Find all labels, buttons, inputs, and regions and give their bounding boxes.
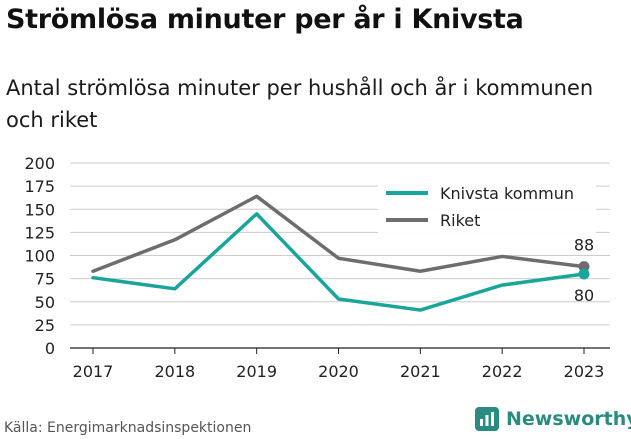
newsworthy-logo[interactable]: Newsworthy bbox=[474, 406, 631, 432]
data-label: 88 bbox=[574, 236, 594, 255]
y-tick-label: 50 bbox=[35, 293, 55, 312]
series-line-knivsta-kommun bbox=[91, 212, 586, 312]
brand-name: Newsworthy bbox=[506, 408, 631, 430]
series-line-riket bbox=[91, 194, 586, 273]
x-tick-label: 2023 bbox=[564, 362, 605, 381]
line-chart: 0 25 50 75 100 125 150 175 200 2017 2018 2019 2020 20… bbox=[24, 154, 610, 381]
x-tick-label: 2018 bbox=[154, 362, 195, 381]
y-tick-label: 175 bbox=[24, 177, 55, 196]
x-tick-label: 2022 bbox=[482, 362, 523, 381]
y-tick-label: 0 bbox=[45, 339, 55, 358]
legend-label: Riket bbox=[440, 211, 480, 230]
source-note: Källa: Energimarknadsinspektionen bbox=[4, 420, 252, 436]
y-tick-label: 150 bbox=[24, 200, 55, 219]
x-tick-label: 2021 bbox=[400, 362, 441, 381]
y-tick-label: 75 bbox=[35, 270, 55, 289]
series-end-point bbox=[578, 268, 590, 280]
x-tick-label: 2017 bbox=[73, 362, 114, 381]
x-tick-label: 2019 bbox=[236, 362, 277, 381]
y-tick-label: 25 bbox=[35, 316, 55, 335]
legend: Knivsta kommun Riket bbox=[378, 178, 596, 234]
y-tick-label: 100 bbox=[24, 247, 55, 266]
chart-title: Strömlösa minuter per år i Knivsta bbox=[6, 4, 524, 35]
bar-chart-logo-icon bbox=[475, 407, 499, 431]
chart-subtitle: Antal strömlösa minuter per hushåll och … bbox=[6, 76, 594, 132]
legend-background bbox=[378, 178, 596, 234]
y-tick-label: 200 bbox=[24, 154, 55, 173]
data-label: 80 bbox=[574, 286, 594, 305]
legend-label: Knivsta kommun bbox=[440, 184, 574, 203]
x-tick-label: 2020 bbox=[318, 362, 359, 381]
y-tick-label: 125 bbox=[24, 223, 55, 242]
